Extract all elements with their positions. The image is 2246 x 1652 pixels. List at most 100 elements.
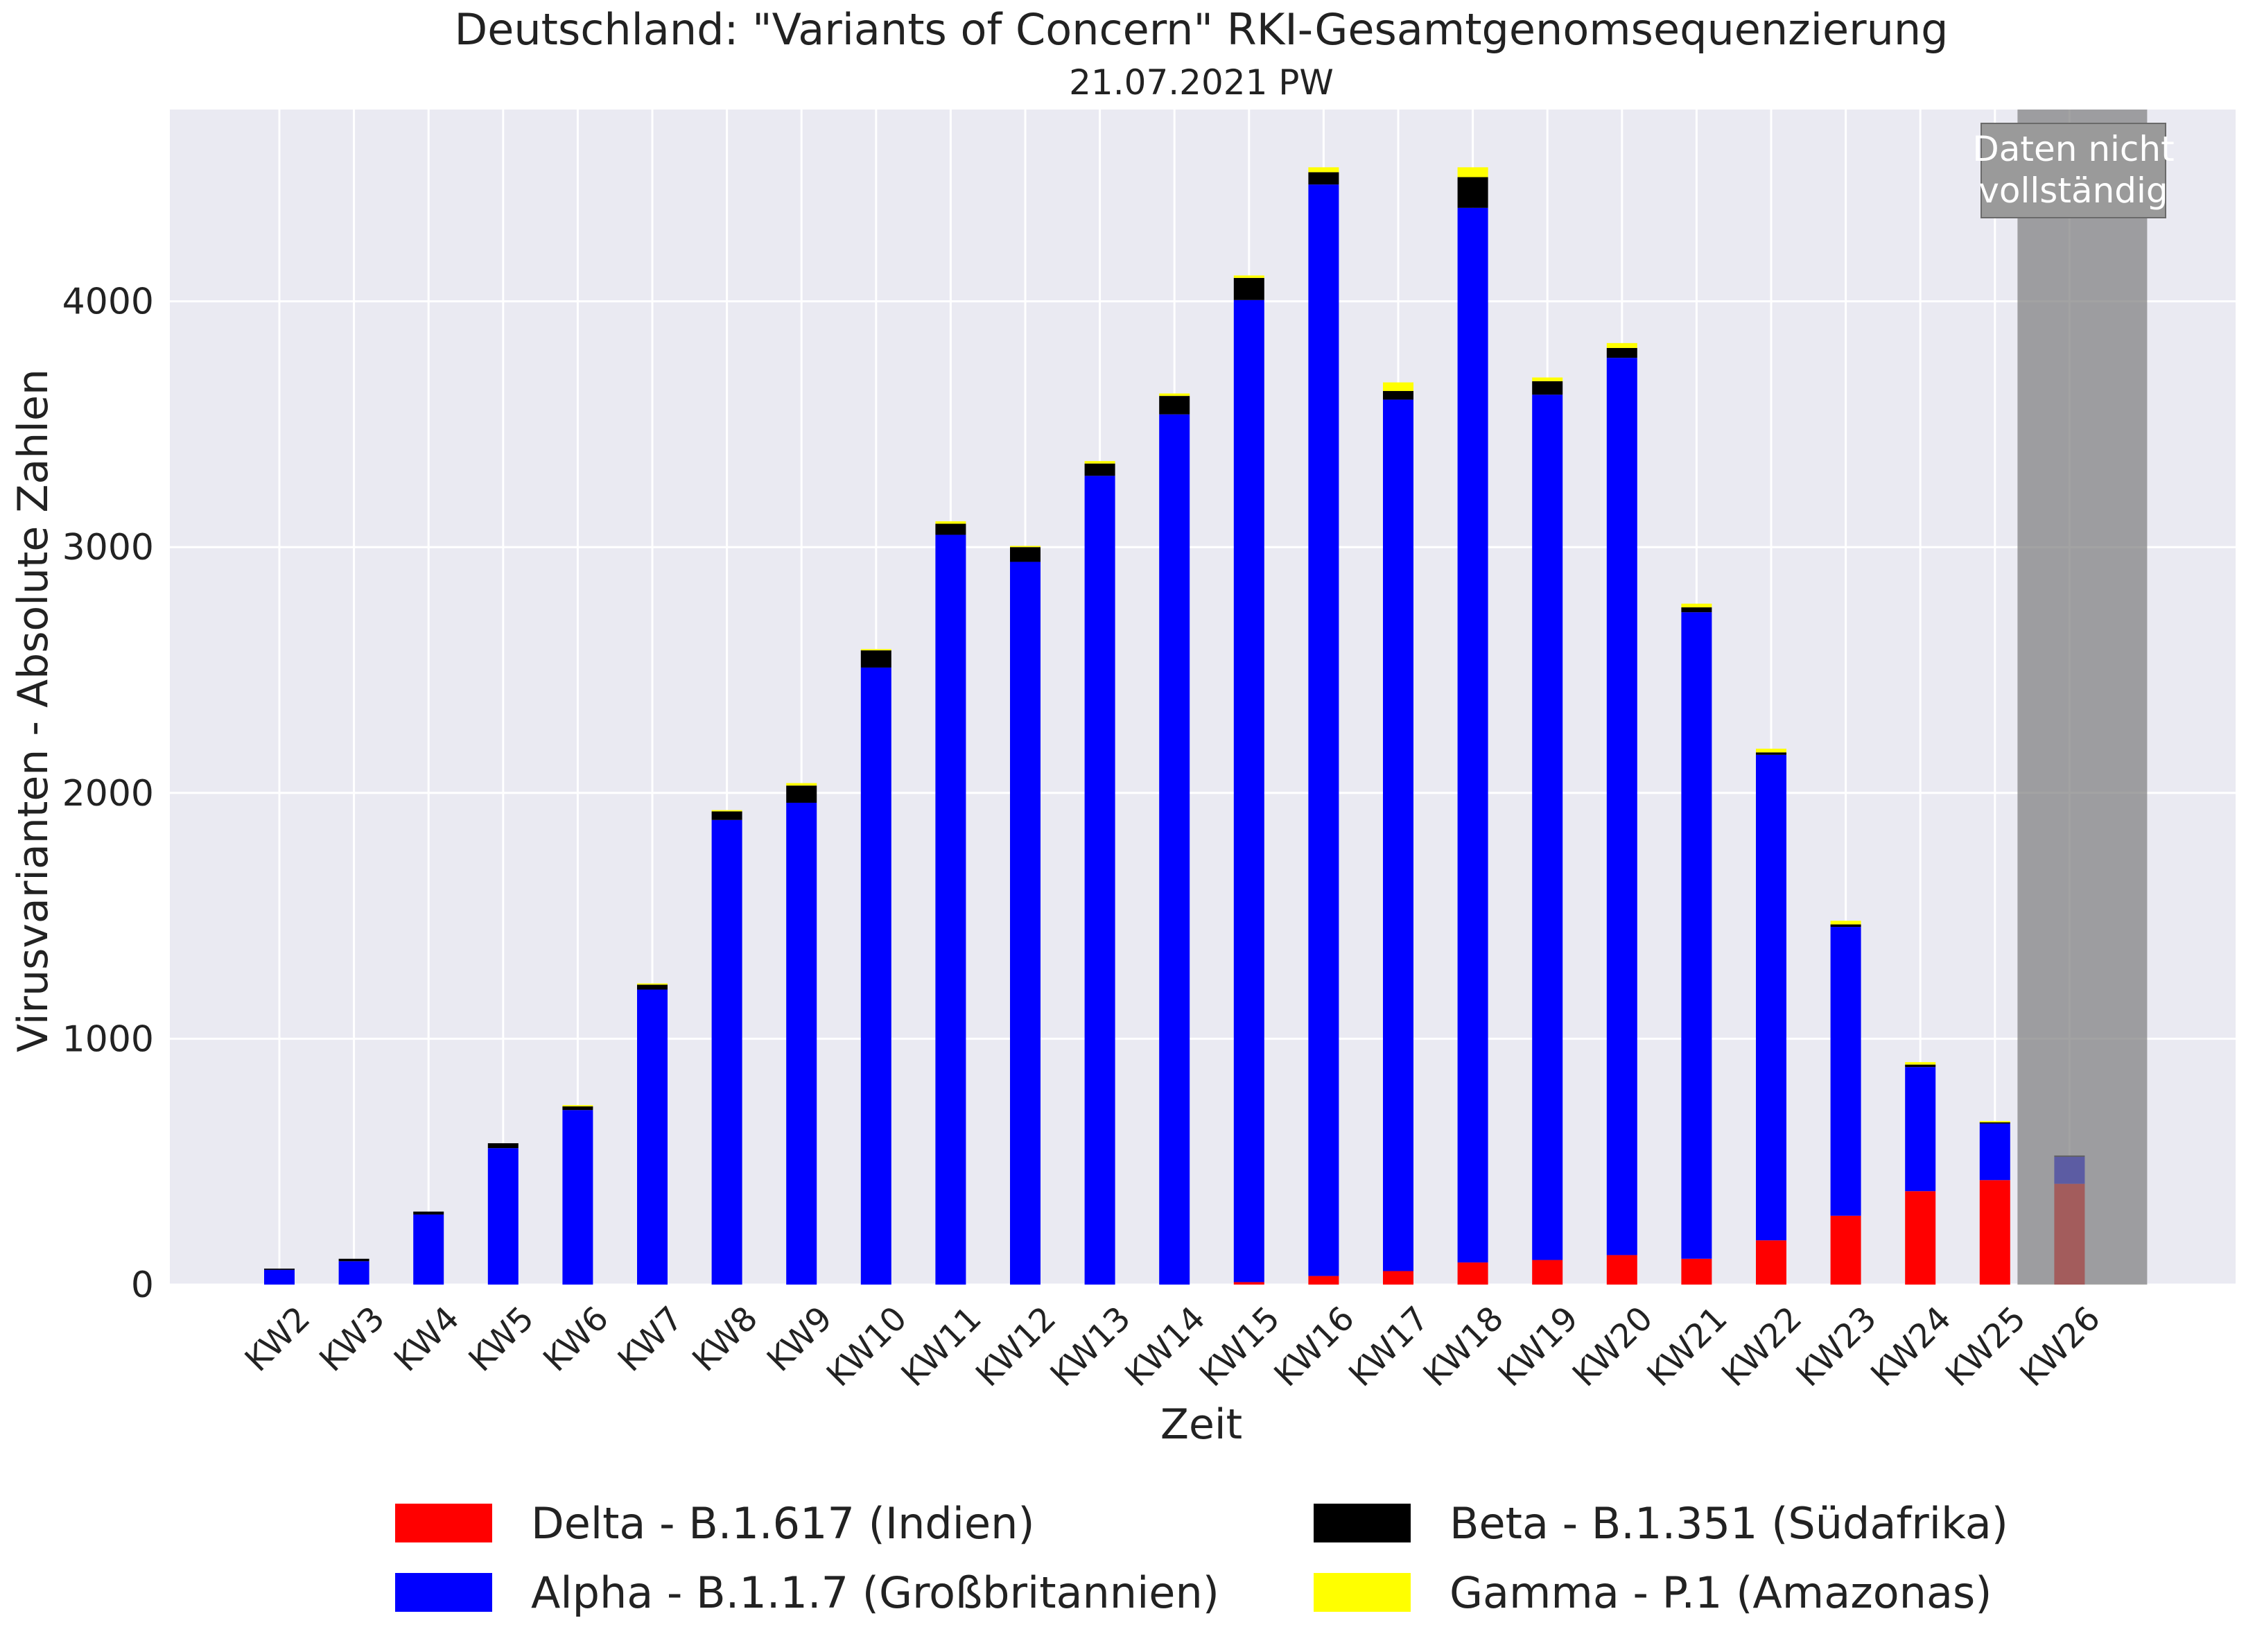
bar-kw11-series-2 bbox=[935, 534, 966, 1285]
legend-swatch bbox=[1314, 1573, 1411, 1612]
x-tick-label: KW14 bbox=[1117, 1299, 1212, 1394]
legend-label: Beta - B.1.351 (Südafrika) bbox=[1450, 1498, 2008, 1549]
x-tick-label: KW5 bbox=[461, 1299, 541, 1380]
bar-kw2-series-3 bbox=[264, 1268, 295, 1270]
bar-kw11-series-4 bbox=[935, 521, 966, 524]
incomplete-region-label: vollständig bbox=[1978, 171, 2168, 211]
bar-kw12-series-2 bbox=[1010, 562, 1041, 1285]
x-tick-label: KW24 bbox=[1863, 1299, 1958, 1394]
bar-kw13-series-2 bbox=[1084, 476, 1115, 1285]
x-tick-label: KW20 bbox=[1565, 1299, 1660, 1394]
legend-swatch bbox=[395, 1573, 492, 1612]
x-axis-ticks: KW2KW3KW4KW5KW6KW7KW8KW9KW10KW11KW12KW13… bbox=[238, 1299, 2108, 1394]
bar-kw6-series-4 bbox=[562, 1105, 593, 1106]
bar-kw11-series-3 bbox=[935, 523, 966, 535]
bar-kw5-series-3 bbox=[487, 1143, 519, 1149]
bar-kw15-series-1 bbox=[1233, 1282, 1264, 1285]
x-tick-label: KW4 bbox=[387, 1299, 467, 1380]
bar-kw8-series-4 bbox=[711, 810, 742, 812]
x-tick-label: KW3 bbox=[312, 1299, 392, 1380]
bar-kw13-series-4 bbox=[1084, 461, 1115, 464]
bar-kw24-series-4 bbox=[1905, 1062, 1936, 1065]
bar-kw17-series-1 bbox=[1383, 1271, 1413, 1285]
bar-kw21-series-2 bbox=[1681, 612, 1712, 1259]
x-tick-label: KW11 bbox=[894, 1299, 989, 1394]
bar-kw15-series-3 bbox=[1233, 277, 1264, 300]
bar-kw21-series-3 bbox=[1681, 607, 1712, 613]
bar-kw19-series-1 bbox=[1532, 1260, 1563, 1285]
bar-kw12-series-4 bbox=[1010, 546, 1041, 548]
x-tick-label: KW13 bbox=[1043, 1299, 1138, 1394]
bar-kw16-series-4 bbox=[1308, 167, 1339, 173]
plot-background bbox=[170, 110, 2236, 1285]
bar-kw9-series-2 bbox=[786, 802, 817, 1285]
bar-kw19-series-2 bbox=[1532, 394, 1563, 1260]
bar-kw23-series-4 bbox=[1830, 921, 1861, 925]
bar-kw22-series-1 bbox=[1756, 1240, 1786, 1285]
x-tick-label: KW22 bbox=[1714, 1299, 1809, 1394]
bar-kw17-series-4 bbox=[1383, 382, 1413, 392]
bar-kw25-series-1 bbox=[1979, 1180, 2010, 1285]
bar-kw13-series-3 bbox=[1084, 463, 1115, 476]
y-tick-label: 3000 bbox=[62, 527, 154, 568]
x-tick-label: KW25 bbox=[1938, 1299, 2033, 1394]
bar-kw24-series-3 bbox=[1905, 1064, 1936, 1068]
bar-kw14-series-4 bbox=[1159, 393, 1190, 397]
bar-kw24-series-2 bbox=[1905, 1067, 1936, 1192]
y-tick-label: 1000 bbox=[62, 1018, 154, 1060]
bar-kw22-series-4 bbox=[1756, 748, 1786, 753]
bar-kw2-series-2 bbox=[264, 1269, 295, 1285]
bar-kw9-series-3 bbox=[786, 785, 817, 803]
bar-kw19-series-4 bbox=[1532, 377, 1563, 381]
x-tick-label: KW17 bbox=[1341, 1299, 1436, 1394]
bar-kw14-series-2 bbox=[1159, 414, 1190, 1285]
y-axis-ticks: 0 1000 2000 3000 4000 bbox=[62, 281, 154, 1306]
bar-kw25-series-3 bbox=[1979, 1122, 2010, 1124]
legend-label: Gamma - P.1 (Amazonas) bbox=[1450, 1567, 1992, 1618]
bar-kw7-series-4 bbox=[637, 983, 668, 985]
x-tick-label: KW23 bbox=[1789, 1299, 1884, 1394]
x-tick-label: KW10 bbox=[819, 1299, 914, 1394]
x-tick-label: KW15 bbox=[1192, 1299, 1287, 1394]
incomplete-region-shade bbox=[2017, 110, 2148, 1285]
bar-kw21-series-4 bbox=[1681, 603, 1712, 608]
bar-kw7-series-3 bbox=[637, 984, 668, 990]
x-tick-label: KW8 bbox=[685, 1299, 765, 1380]
bar-kw3-series-2 bbox=[338, 1261, 369, 1285]
bar-kw18-series-4 bbox=[1457, 167, 1488, 177]
y-tick-label: 2000 bbox=[62, 773, 154, 815]
chart-title: Deutschland: "Variants of Concern" RKI-G… bbox=[454, 4, 1948, 55]
bar-kw20-series-2 bbox=[1606, 358, 1637, 1255]
bar-kw24-series-1 bbox=[1905, 1191, 1936, 1285]
bar-kw18-series-2 bbox=[1457, 207, 1488, 1263]
bar-kw6-series-2 bbox=[562, 1110, 593, 1285]
bar-kw22-series-2 bbox=[1756, 754, 1786, 1241]
y-tick-label: 4000 bbox=[62, 281, 154, 323]
x-tick-label: KW26 bbox=[2012, 1299, 2107, 1394]
bar-kw20-series-1 bbox=[1606, 1255, 1637, 1285]
bar-kw23-series-2 bbox=[1830, 927, 1861, 1216]
x-tick-label: KW2 bbox=[238, 1299, 318, 1380]
bar-kw14-series-3 bbox=[1159, 396, 1190, 415]
bar-kw15-series-4 bbox=[1233, 275, 1264, 278]
bar-kw15-series-2 bbox=[1233, 299, 1264, 1283]
bar-kw3-series-3 bbox=[338, 1258, 369, 1262]
bar-kw16-series-3 bbox=[1308, 172, 1339, 185]
bar-kw25-series-4 bbox=[1979, 1121, 2010, 1122]
bar-kw5-series-2 bbox=[487, 1148, 519, 1285]
legend-swatch bbox=[1314, 1504, 1411, 1542]
bar-kw18-series-1 bbox=[1457, 1262, 1488, 1285]
bar-kw23-series-3 bbox=[1830, 924, 1861, 928]
x-tick-label: KW19 bbox=[1490, 1299, 1585, 1394]
bar-kw4-series-3 bbox=[413, 1211, 444, 1215]
bar-kw20-series-4 bbox=[1606, 342, 1637, 348]
x-tick-label: KW12 bbox=[968, 1299, 1063, 1394]
bar-kw25-series-2 bbox=[1979, 1123, 2010, 1181]
bar-kw16-series-1 bbox=[1308, 1276, 1339, 1285]
x-tick-label: KW21 bbox=[1639, 1299, 1734, 1394]
legend-label: Alpha - B.1.1.7 (Großbritannien) bbox=[531, 1567, 1219, 1618]
bar-kw8-series-3 bbox=[711, 811, 742, 820]
bar-kw10-series-4 bbox=[860, 649, 891, 651]
bar-kw17-series-2 bbox=[1383, 399, 1413, 1271]
